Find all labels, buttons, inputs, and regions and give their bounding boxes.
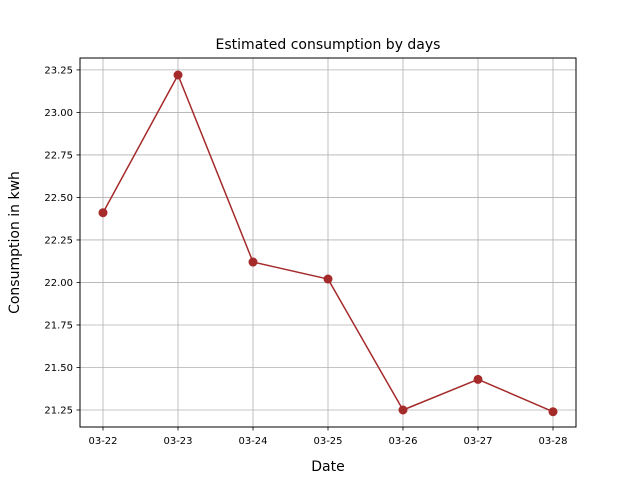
x-tick-label: 03-22 — [88, 436, 117, 447]
x-tick-label: 03-27 — [463, 436, 492, 447]
data-point-03-27 — [473, 374, 483, 384]
data-point-03-28 — [548, 407, 558, 417]
data-point-03-22 — [98, 208, 108, 218]
y-tick-label: 22.25 — [44, 235, 73, 246]
y-tick-label: 21.75 — [44, 320, 73, 331]
axis-ticks: 03-22 03-23 03-24 03-25 03-26 03-27 03-28 21.25… — [44, 65, 567, 447]
y-tick-label: 22.00 — [44, 278, 73, 289]
x-tick-label: 03-23 — [163, 436, 192, 447]
y-tick-label: 21.50 — [44, 363, 73, 374]
x-tick-label: 03-28 — [538, 436, 567, 447]
x-tick-label: 03-26 — [388, 436, 417, 447]
y-axis-title: Consumption in kwh — [7, 171, 23, 314]
data-point-03-26 — [398, 405, 408, 415]
y-tick-label: 21.25 — [44, 405, 73, 416]
y-tick-label: 22.50 — [44, 193, 73, 204]
y-tick-label: 23.25 — [44, 65, 73, 76]
data-point-03-25 — [323, 274, 333, 284]
x-tick-label: 03-24 — [238, 436, 267, 447]
x-axis-title: Date — [311, 459, 344, 475]
x-tick-label: 03-25 — [313, 436, 342, 447]
chart-title: Estimated consumption by days — [216, 37, 441, 53]
y-tick-label: 22.75 — [44, 150, 73, 161]
y-tick-label: 23.00 — [44, 108, 73, 119]
data-point-03-23 — [173, 70, 183, 80]
series-group — [98, 70, 558, 417]
data-point-03-24 — [248, 257, 258, 267]
